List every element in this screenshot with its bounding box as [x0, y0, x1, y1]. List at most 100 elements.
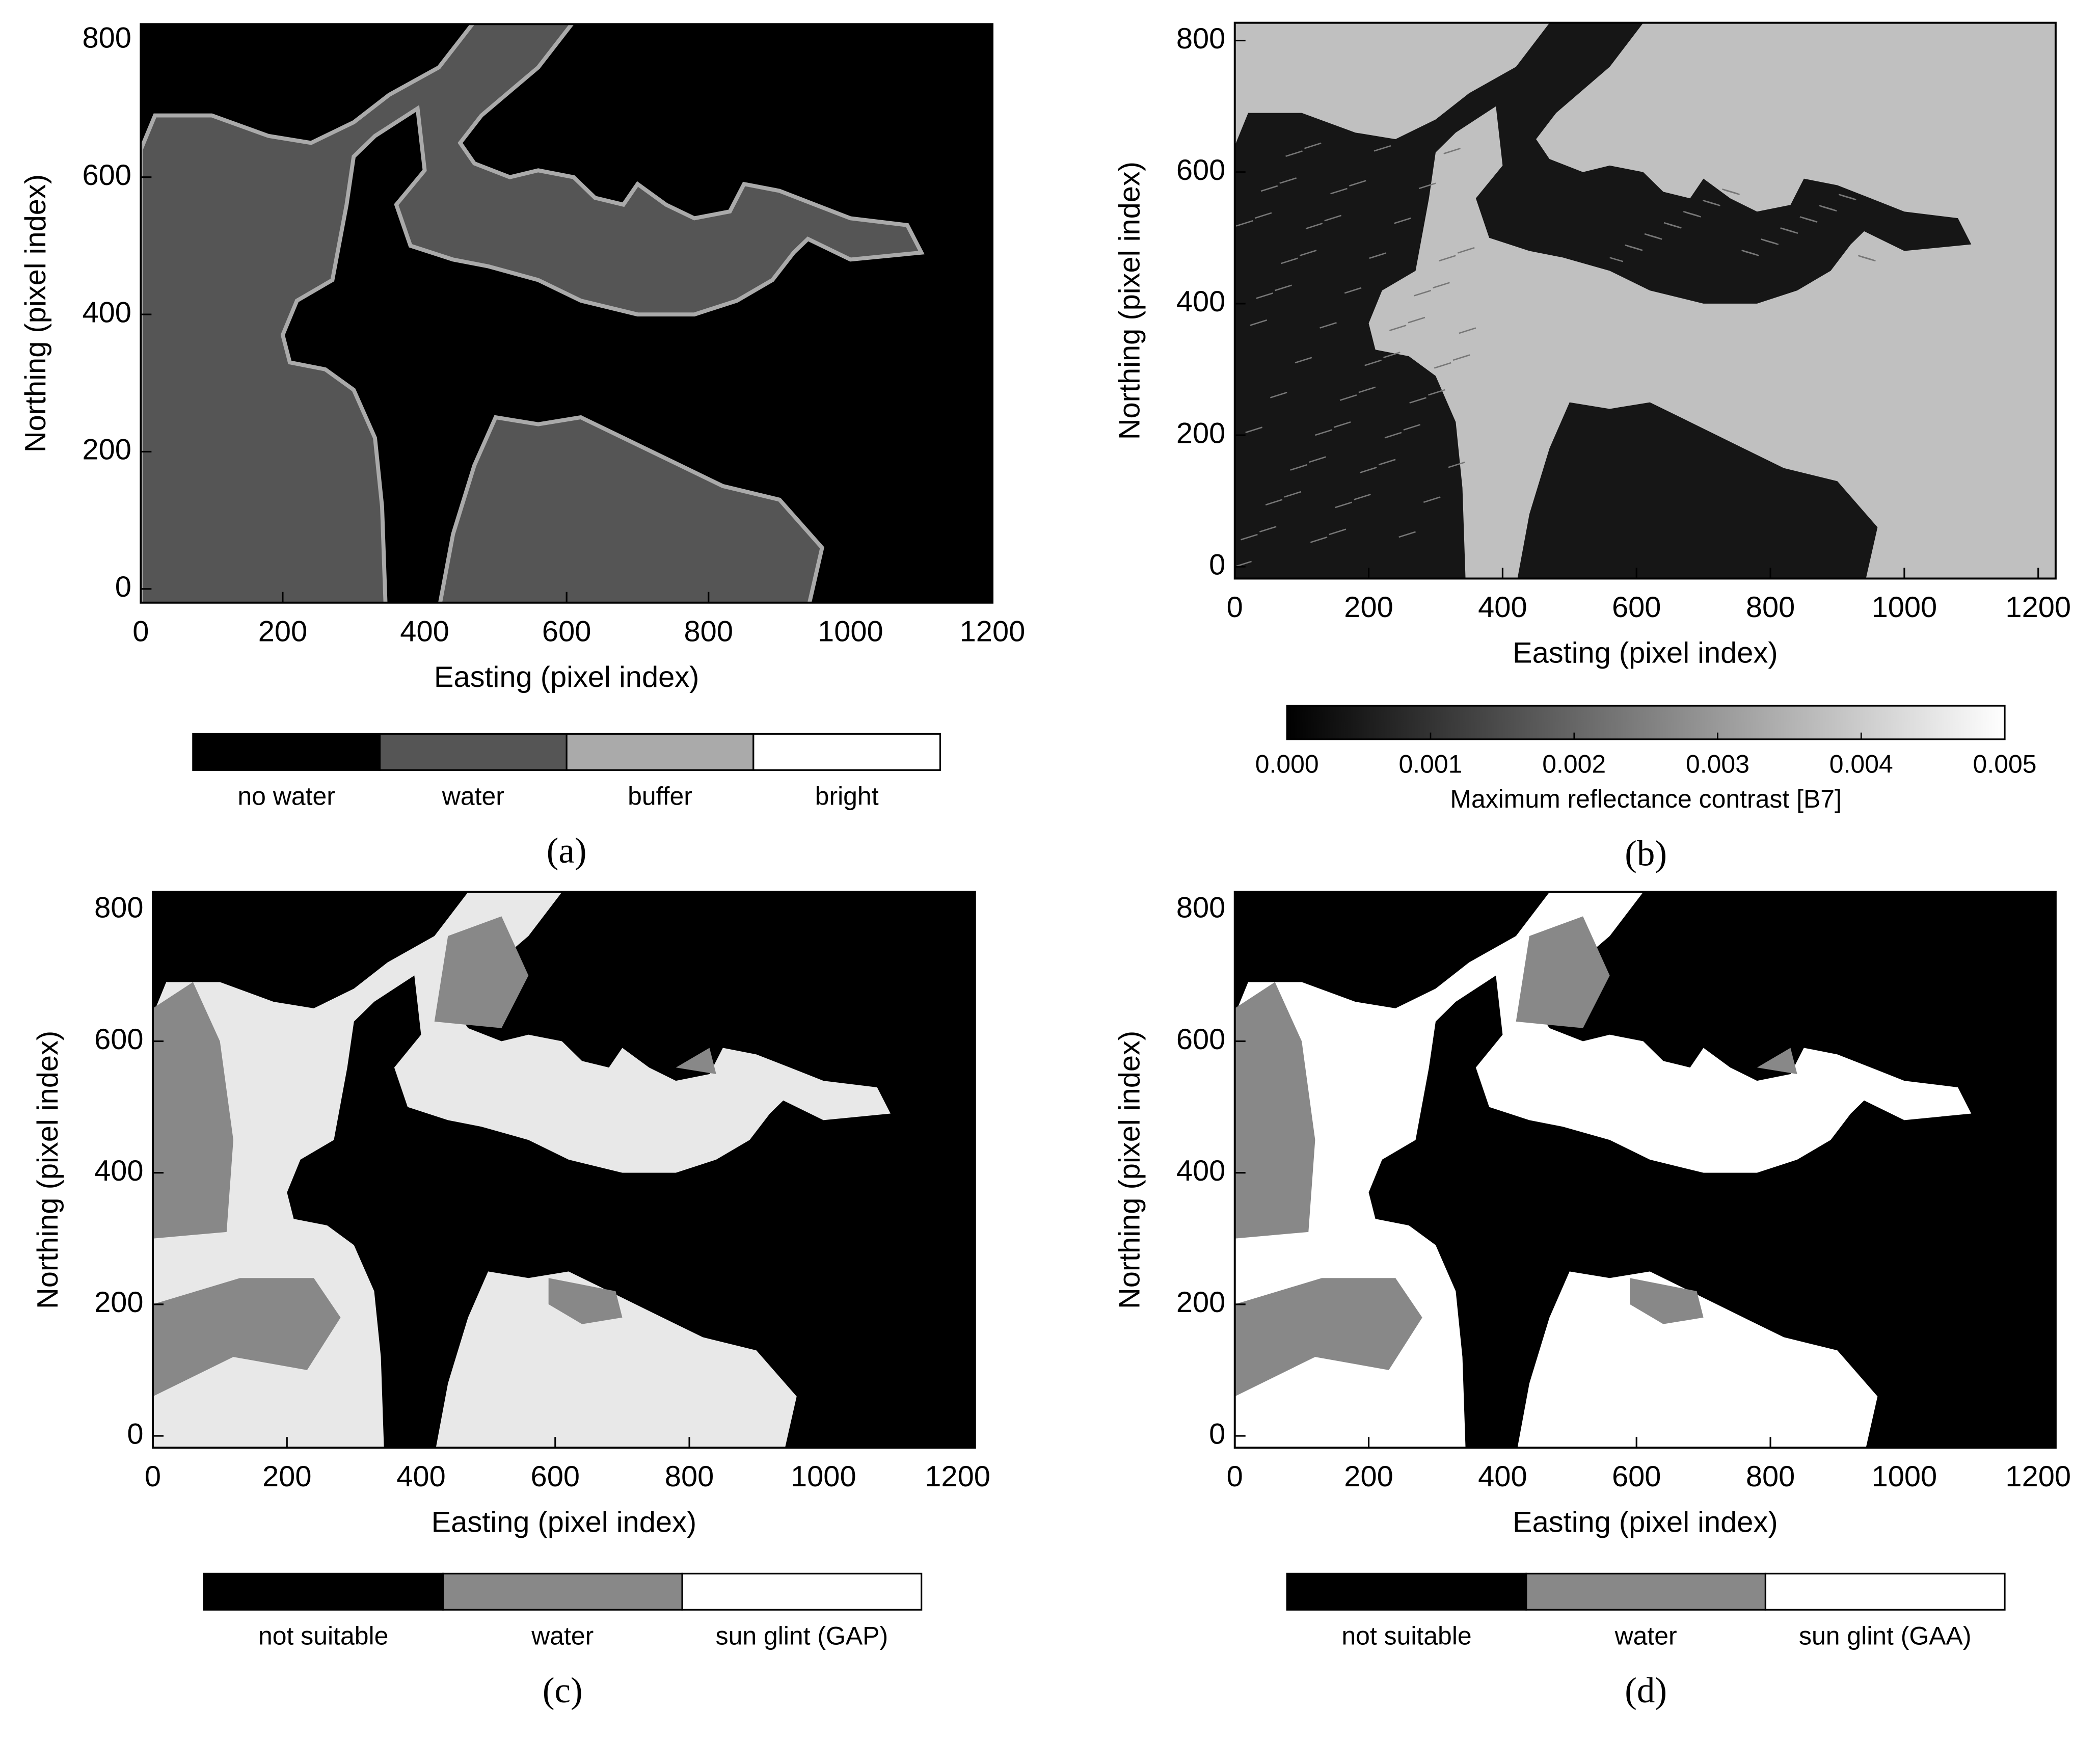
map-texture — [1644, 233, 1658, 239]
map-texture — [1369, 252, 1387, 259]
map-texture — [1459, 327, 1476, 334]
x-tick-label: 1000 — [791, 1460, 856, 1493]
map-texture — [1398, 531, 1416, 538]
x-tick-label: 600 — [542, 616, 591, 648]
y-tick-label: 0 — [127, 1418, 143, 1450]
legend-swatch — [379, 733, 568, 771]
map-texture — [1609, 257, 1624, 262]
legend-swatch — [566, 733, 755, 771]
map-texture — [1443, 147, 1461, 154]
map-texture — [1299, 250, 1317, 256]
colorbar-tick-label: 0.004 — [1829, 750, 1893, 779]
y-axis-label: Northing (pixel index) — [32, 1031, 64, 1309]
legend-swatch — [752, 733, 941, 771]
map-image — [152, 892, 975, 1448]
plot-frame — [1233, 21, 2057, 580]
plot-frame — [152, 891, 976, 1449]
map-texture — [1683, 210, 1697, 217]
map-region — [676, 1048, 716, 1074]
map-texture — [1250, 319, 1268, 326]
map-texture — [1857, 255, 1872, 260]
x-axis-label: Easting (pixel index) — [1513, 637, 1778, 670]
legend-label: no water — [237, 782, 335, 811]
map-texture — [1349, 180, 1366, 187]
x-tick-label: 1200 — [2005, 1460, 2071, 1493]
map-texture — [1433, 282, 1450, 289]
map-texture — [1423, 496, 1441, 503]
legend-label: sun glint (GAA) — [1799, 1622, 1971, 1650]
map-texture — [1304, 142, 1322, 149]
map-texture — [1329, 528, 1347, 536]
legend-label: not suitable — [1341, 1622, 1471, 1650]
map-texture — [1290, 464, 1308, 471]
colorbar-tick-label: 0.005 — [1973, 750, 2037, 779]
y-tick-label: 600 — [1176, 154, 1225, 186]
x-tick-label: 1000 — [1872, 591, 1937, 624]
legend-swatch — [1286, 1572, 1527, 1611]
map-texture — [1457, 247, 1475, 254]
map-texture — [1722, 189, 1736, 194]
colorbar-label: Maximum reflectance contrast [B7] — [1450, 785, 1842, 813]
map-texture — [1339, 394, 1357, 401]
legend-label: water — [1614, 1622, 1677, 1650]
legend-label: water — [442, 782, 504, 811]
map-texture — [1305, 223, 1323, 229]
map-texture — [1270, 391, 1287, 398]
map-texture — [1383, 352, 1401, 358]
x-tick-label: 200 — [1344, 591, 1393, 624]
x-tick-label: 800 — [1746, 591, 1795, 624]
map-region — [1516, 916, 1610, 1028]
x-tick-label: 400 — [1478, 591, 1527, 624]
map-texture — [1315, 429, 1332, 436]
y-tick-label: 0 — [1209, 1418, 1225, 1450]
y-tick-label: 800 — [94, 892, 143, 924]
legend-swatch — [681, 1572, 923, 1611]
map-region — [1630, 1278, 1704, 1324]
x-tick-label: 1000 — [1872, 1460, 1937, 1493]
map-texture — [1279, 177, 1297, 184]
map-texture — [1761, 238, 1775, 244]
map-texture — [1702, 199, 1716, 205]
map-region — [1234, 22, 1972, 579]
map-region — [434, 916, 529, 1028]
map-region — [548, 1278, 623, 1324]
panel-label: (c) — [543, 1671, 583, 1711]
x-tick-label: 0 — [145, 1460, 161, 1493]
map-texture — [1374, 145, 1391, 152]
map-texture — [1295, 357, 1312, 364]
legend-label: buffer — [628, 782, 692, 811]
x-axis-label: Easting (pixel index) — [434, 661, 699, 693]
legend-swatch — [1525, 1572, 1767, 1611]
y-tick-label: 200 — [1176, 1286, 1225, 1319]
x-tick-label: 800 — [665, 1460, 714, 1493]
map-region — [1234, 982, 1315, 1239]
map-texture — [1418, 182, 1436, 190]
map-texture — [1409, 397, 1426, 404]
map-texture — [1452, 354, 1470, 361]
x-tick-label: 200 — [262, 1460, 311, 1493]
map-texture — [1364, 359, 1382, 366]
map-texture — [1780, 227, 1794, 233]
x-axis-label: Easting (pixel index) — [1513, 1506, 1778, 1538]
panel-label: (d) — [1625, 1671, 1667, 1711]
y-axis-label: Northing (pixel index) — [19, 174, 52, 452]
map-texture — [1309, 456, 1326, 463]
map-texture — [1394, 217, 1411, 224]
map-texture — [1741, 250, 1756, 255]
panel-label: (a) — [547, 831, 587, 871]
map-texture — [1408, 316, 1425, 324]
y-tick-label: 0 — [115, 571, 131, 603]
y-tick-label: 200 — [82, 434, 131, 466]
map-texture — [1285, 150, 1303, 157]
x-tick-label: 200 — [258, 616, 307, 648]
legend-swatch — [1764, 1572, 2006, 1611]
x-tick-label: 600 — [531, 1460, 580, 1493]
map-texture — [1330, 188, 1348, 195]
colorbar-tick-label: 0.001 — [1399, 750, 1463, 779]
x-tick-label: 800 — [684, 616, 733, 648]
legend-swatch — [203, 1572, 444, 1611]
map-region — [152, 892, 891, 1448]
map-region — [438, 415, 824, 603]
map-texture — [1324, 215, 1342, 222]
